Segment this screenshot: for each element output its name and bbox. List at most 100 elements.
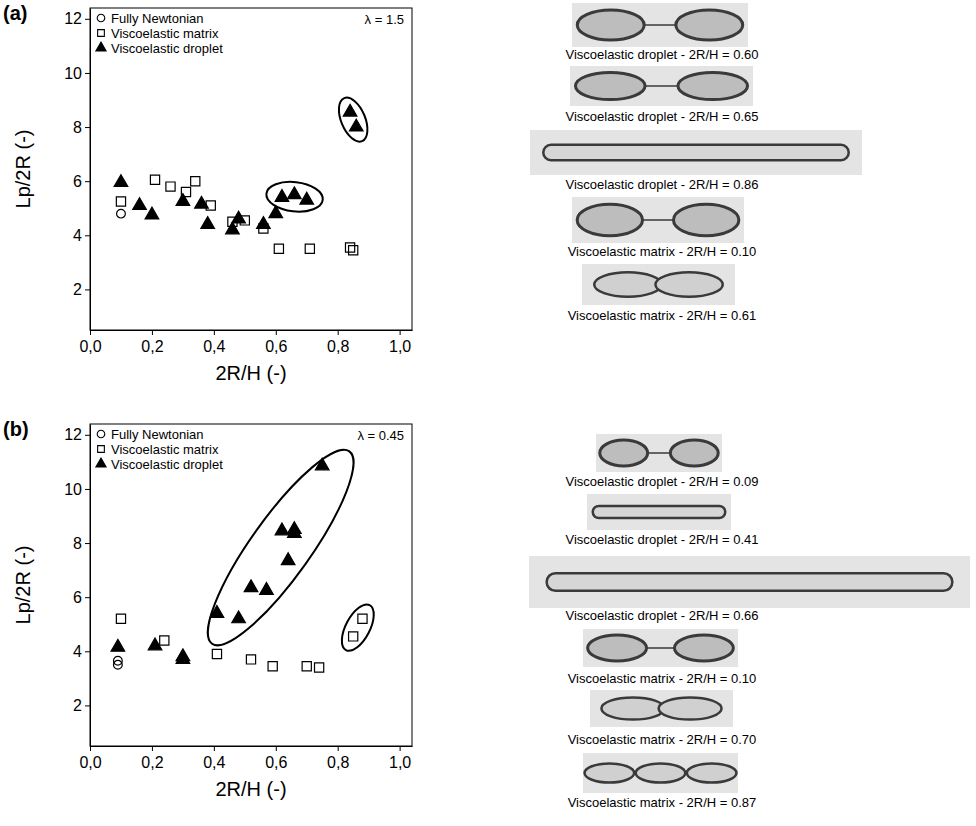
droplet-image bbox=[596, 434, 722, 472]
point bbox=[288, 526, 302, 538]
y-tick: 2 bbox=[73, 697, 90, 714]
point bbox=[176, 652, 190, 664]
legend-label: Viscoelastic droplet bbox=[111, 457, 223, 472]
y-tick-mark bbox=[85, 435, 90, 436]
image-caption: Viscoelastic droplet - 2R/H = 0.41 bbox=[565, 532, 758, 547]
point bbox=[288, 187, 302, 199]
x-tick-label: 0,4 bbox=[203, 338, 225, 355]
droplet-lobe bbox=[673, 204, 738, 235]
legend-marker bbox=[98, 446, 105, 453]
droplet-image bbox=[582, 264, 735, 305]
point bbox=[117, 209, 126, 218]
y-tick-label: 8 bbox=[73, 535, 82, 552]
droplet-image bbox=[570, 66, 753, 106]
y-tick-label: 6 bbox=[73, 173, 82, 190]
point bbox=[176, 194, 190, 206]
x-tick-label: 0,8 bbox=[327, 754, 349, 771]
legend-item: Fully Newtonian bbox=[97, 11, 203, 26]
y-tick-label: 10 bbox=[64, 65, 82, 82]
x-tick-label: 0,2 bbox=[141, 754, 163, 771]
legend-label: Viscoelastic matrix bbox=[111, 442, 219, 457]
y-axis: 24681012 bbox=[64, 9, 90, 331]
y-tick-label: 8 bbox=[73, 119, 82, 136]
plot-frame bbox=[90, 424, 412, 746]
point bbox=[300, 192, 314, 204]
legend-label: Viscoelastic matrix bbox=[111, 26, 219, 41]
droplet-lobe bbox=[575, 72, 645, 99]
droplet-lobe bbox=[655, 272, 722, 297]
x-tick: 0,4 bbox=[203, 746, 225, 771]
x-tick-label: 1,0 bbox=[389, 754, 411, 771]
annotation: λ = 1.5 bbox=[365, 12, 404, 27]
series bbox=[114, 104, 363, 233]
y-tick: 4 bbox=[73, 227, 90, 244]
point bbox=[113, 660, 122, 669]
x-tick-mark bbox=[90, 330, 91, 335]
y-tick-mark bbox=[85, 543, 90, 544]
droplet-body bbox=[593, 506, 725, 518]
y-tick-mark bbox=[85, 19, 90, 20]
point bbox=[212, 649, 221, 658]
series bbox=[113, 656, 122, 669]
point bbox=[206, 201, 215, 210]
droplet-lobe bbox=[577, 204, 642, 235]
x-tick-mark bbox=[400, 746, 401, 751]
y-tick-mark bbox=[85, 127, 90, 128]
highlight-ellipse bbox=[333, 94, 373, 146]
point bbox=[160, 636, 169, 645]
point bbox=[111, 639, 125, 651]
x-tick-mark bbox=[214, 746, 215, 751]
x-tick-label: 0,0 bbox=[79, 338, 101, 355]
x-axis-title: 2R/H (-) bbox=[215, 362, 286, 384]
y-tick-label: 12 bbox=[64, 10, 82, 27]
droplet-lobe bbox=[678, 72, 748, 99]
point bbox=[244, 580, 258, 592]
point bbox=[116, 197, 125, 206]
photo-background bbox=[583, 753, 738, 793]
photo-background bbox=[596, 434, 722, 472]
x-tick: 0,0 bbox=[79, 746, 101, 771]
droplet-lobe bbox=[594, 272, 661, 297]
image-caption: Viscoelastic droplet - 2R/H = 0.09 bbox=[565, 474, 758, 489]
x-tick-mark bbox=[90, 746, 91, 751]
droplet-image bbox=[529, 556, 970, 608]
highlight-ellipse bbox=[335, 600, 380, 656]
x-tick-mark bbox=[152, 746, 153, 751]
x-tick: 1,0 bbox=[389, 330, 411, 355]
legend: Fully NewtonianViscoelastic matrixViscoe… bbox=[96, 11, 223, 56]
droplet-lobe bbox=[674, 635, 733, 661]
x-tick-label: 0,0 bbox=[79, 754, 101, 771]
point bbox=[345, 243, 354, 252]
x-tick-label: 0,8 bbox=[327, 338, 349, 355]
y-tick-label: 2 bbox=[73, 697, 82, 714]
x-tick-mark bbox=[276, 330, 277, 335]
image-caption: Viscoelastic matrix - 2R/H = 0.70 bbox=[568, 732, 757, 747]
droplet-lobe bbox=[601, 697, 664, 719]
droplet-lobe bbox=[676, 10, 743, 40]
x-tick-mark bbox=[400, 330, 401, 335]
image-caption: Viscoelastic droplet - 2R/H = 0.86 bbox=[565, 177, 758, 192]
point bbox=[191, 177, 200, 186]
droplet-lobe bbox=[588, 635, 647, 661]
legend-marker bbox=[97, 430, 105, 438]
series bbox=[117, 209, 126, 218]
y-tick: 8 bbox=[73, 119, 90, 136]
panel: 0,00,20,40,60,81,0246810122R/H (-)Lp/2R … bbox=[3, 2, 862, 384]
y-tick-mark bbox=[85, 489, 90, 490]
y-tick: 8 bbox=[73, 535, 90, 552]
legend-marker bbox=[97, 14, 105, 22]
point bbox=[166, 182, 175, 191]
data-points bbox=[111, 458, 367, 672]
legend-marker bbox=[96, 42, 106, 51]
y-tick-mark bbox=[85, 651, 90, 652]
x-tick-mark bbox=[214, 330, 215, 335]
droplet-body bbox=[547, 573, 953, 591]
x-tick: 0,0 bbox=[79, 330, 101, 355]
image-caption: Viscoelastic matrix - 2R/H = 0.87 bbox=[568, 795, 757, 810]
x-tick-label: 0,2 bbox=[141, 338, 163, 355]
droplet-image bbox=[572, 197, 744, 243]
image-caption: Viscoelastic matrix - 2R/H = 0.61 bbox=[568, 308, 757, 323]
droplet-lobe bbox=[687, 763, 737, 782]
point bbox=[281, 553, 295, 565]
y-tick: 12 bbox=[64, 426, 90, 443]
